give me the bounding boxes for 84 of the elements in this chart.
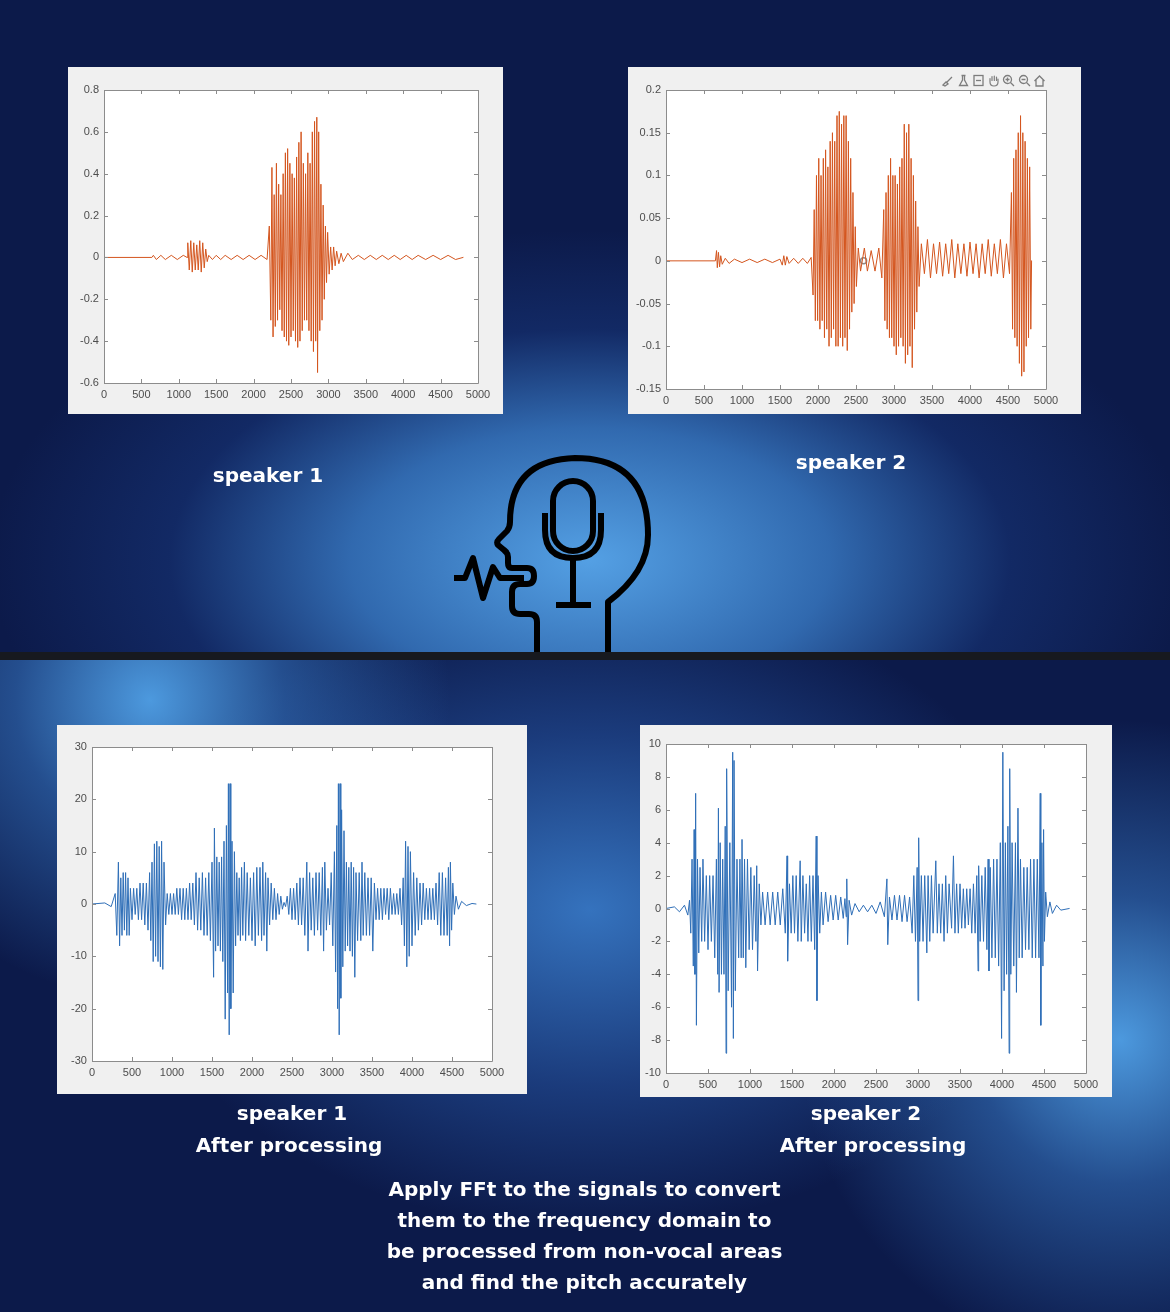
y-tick-label: -10 <box>645 1066 661 1079</box>
x-tick-label: 500 <box>132 387 151 400</box>
y-tick-label: 0.2 <box>83 208 99 221</box>
y-tick-label: -4 <box>651 967 661 980</box>
x-tick-label: 1000 <box>729 393 755 406</box>
x-tick-label: 2500 <box>279 1065 305 1078</box>
x-tick-label: 0 <box>662 393 670 406</box>
y-tick-label: -10 <box>71 949 87 962</box>
x-tick-label: 5000 <box>479 1065 505 1078</box>
y-tick-label: 0.1 <box>645 168 661 181</box>
y-tick-label: 0.2 <box>645 83 661 96</box>
x-tick-label: 5000 <box>1073 1077 1099 1090</box>
text: speaker 1 <box>211 462 325 488</box>
x-tick-label: 2000 <box>239 1065 265 1078</box>
text: Apply FFt to the signals to convert them to the frequency domain to be processed from non-vocal areas and find the pitch accurately <box>385 1176 784 1296</box>
y-tick-label: 2 <box>654 868 661 881</box>
x-tick-label: 2500 <box>278 387 304 400</box>
x-tick-label: 500 <box>694 393 714 406</box>
y-tick-label: -30 <box>71 1054 87 1067</box>
y-tick-label: -0.05 <box>635 296 661 309</box>
x-tick-label: 500 <box>698 1077 718 1090</box>
y-tick-label: 0 <box>92 250 99 263</box>
x-tick-label: 2000 <box>805 393 831 406</box>
y-tick-label: 0 <box>80 897 87 910</box>
y-tick-label: 4 <box>654 835 661 848</box>
text: speaker 2 <box>809 1100 923 1126</box>
x-tick-label: 4500 <box>995 393 1021 406</box>
x-tick-label: 1000 <box>159 1065 185 1078</box>
x-tick-label: 5000 <box>1033 393 1059 406</box>
y-tick-label: 0 <box>654 253 661 266</box>
x-tick-label: 5000 <box>465 387 491 400</box>
y-tick-label: 0.15 <box>639 125 661 138</box>
x-tick-label: 4500 <box>1031 1077 1057 1090</box>
y-tick-label: 6 <box>654 802 661 815</box>
x-tick-label: 500 <box>122 1065 142 1078</box>
x-tick-label: 4000 <box>957 393 983 406</box>
x-tick-label: 1500 <box>203 387 229 400</box>
x-tick-label: 1500 <box>199 1065 225 1078</box>
text: speaker 2 <box>794 449 908 475</box>
y-tick-label: -0.15 <box>635 382 661 395</box>
y-tick-label: 10 <box>648 737 661 750</box>
text: speaker 1 <box>235 1100 349 1126</box>
y-tick-label: -2 <box>651 934 661 947</box>
x-tick-label: 0 <box>662 1077 670 1090</box>
x-tick-label: 1500 <box>779 1077 805 1090</box>
x-tick-label: 3500 <box>353 387 379 400</box>
x-tick-label: 4000 <box>390 387 416 400</box>
y-tick-label: -0.4 <box>80 334 99 347</box>
text: After processing <box>778 1132 968 1158</box>
y-tick-label: -0.6 <box>80 376 99 389</box>
x-tick-label: 4000 <box>989 1077 1015 1090</box>
y-tick-label: -20 <box>71 1001 87 1014</box>
y-tick-label: 10 <box>74 844 87 857</box>
y-tick-label: 20 <box>74 792 87 805</box>
y-tick-label: -0.1 <box>642 339 661 352</box>
y-tick-label: 8 <box>654 769 661 782</box>
text: After processing <box>194 1132 384 1158</box>
x-tick-label: 3500 <box>359 1065 385 1078</box>
x-tick-label: 3000 <box>316 387 341 400</box>
y-tick-label: -8 <box>651 1033 661 1046</box>
x-tick-label: 1000 <box>166 387 192 400</box>
x-tick-label: 3000 <box>905 1077 931 1090</box>
x-tick-label: 3500 <box>947 1077 973 1090</box>
x-tick-label: 4500 <box>428 387 453 400</box>
y-tick-label: 0 <box>654 901 661 914</box>
x-tick-label: 2500 <box>843 393 869 406</box>
y-tick-label: 0.05 <box>639 211 661 224</box>
y-tick-label: 0.6 <box>83 124 99 137</box>
x-tick-label: 0 <box>100 387 108 400</box>
x-tick-label: 2000 <box>821 1077 847 1090</box>
x-tick-label: 3500 <box>919 393 945 406</box>
y-tick-label: 0.8 <box>83 83 99 96</box>
x-tick-label: 3000 <box>881 393 907 406</box>
x-tick-label: 2000 <box>241 387 266 400</box>
x-tick-label: 3000 <box>319 1065 345 1078</box>
x-tick-label: 1500 <box>767 393 793 406</box>
y-tick-label: 0.4 <box>83 166 99 179</box>
x-tick-label: 4500 <box>439 1065 465 1078</box>
x-tick-label: 1000 <box>737 1077 763 1090</box>
y-tick-label: -6 <box>651 1000 661 1013</box>
x-tick-label: 4000 <box>399 1065 425 1078</box>
y-tick-label: 30 <box>74 740 87 753</box>
x-tick-label: 2500 <box>863 1077 889 1090</box>
y-tick-label: -0.2 <box>80 292 99 305</box>
